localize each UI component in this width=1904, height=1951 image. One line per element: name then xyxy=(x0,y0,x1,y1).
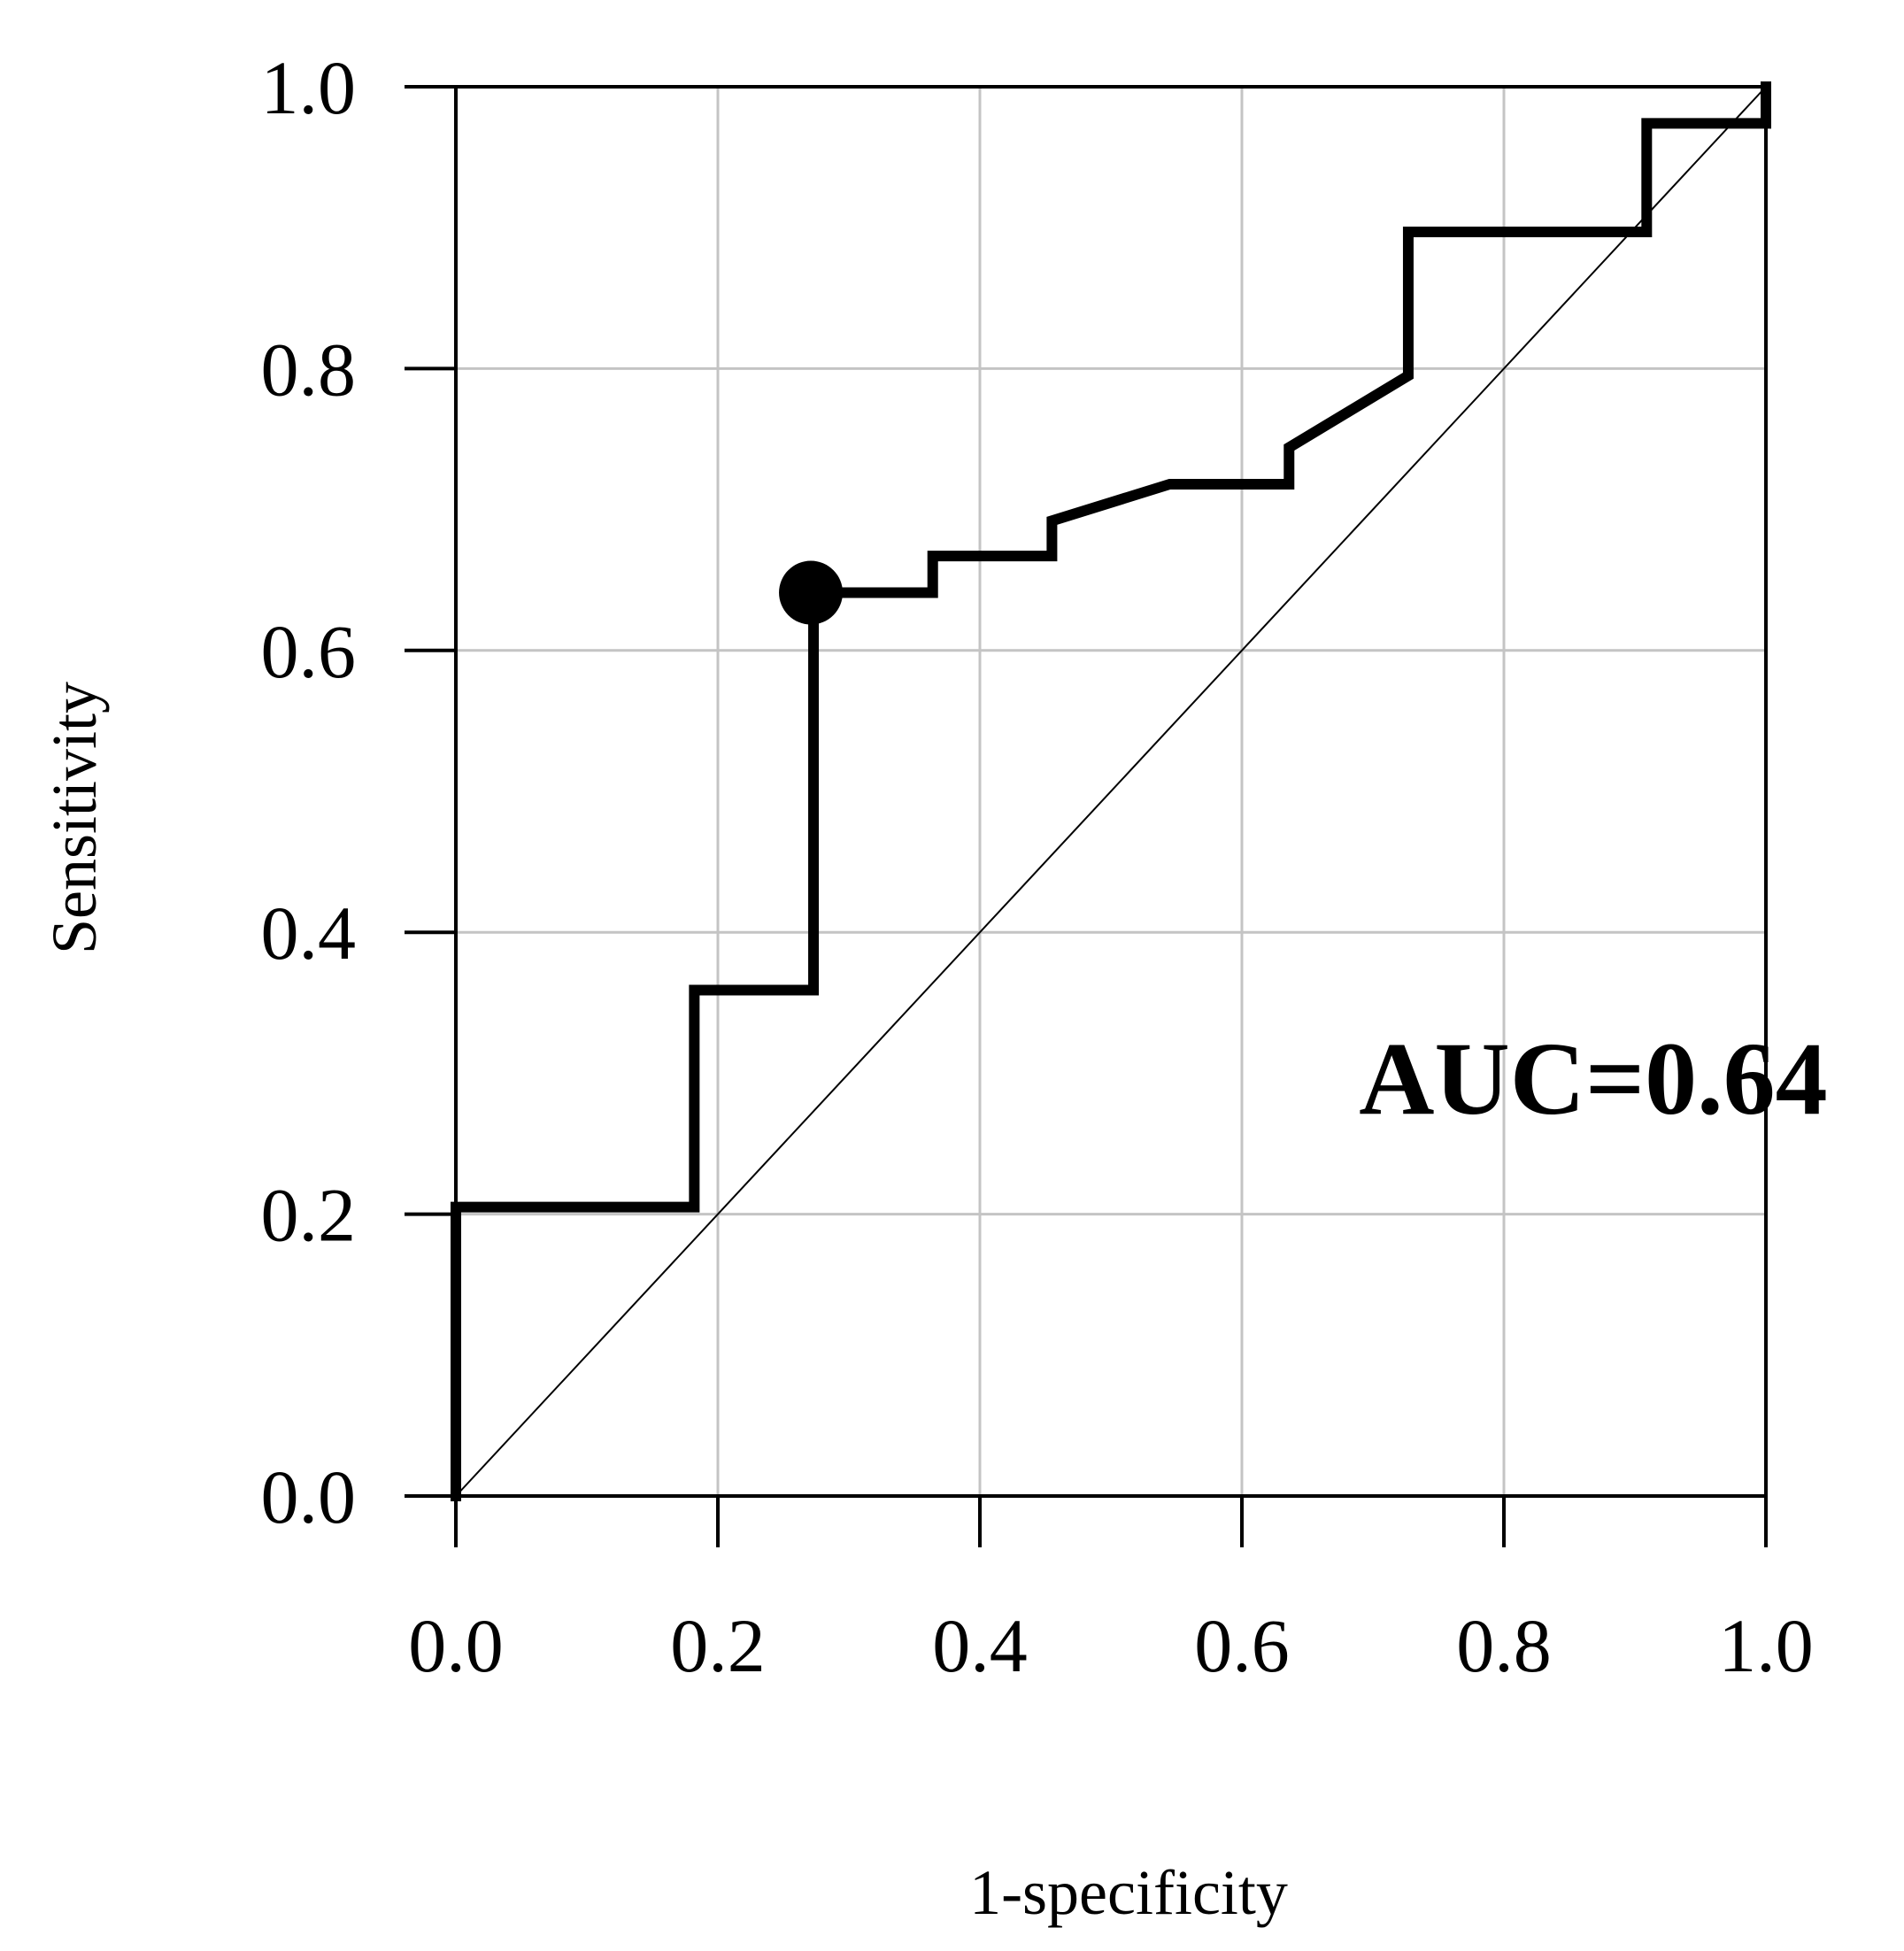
y-tick-label: 1.0 xyxy=(261,45,357,130)
y-tick-label: 0.0 xyxy=(261,1454,357,1539)
x-tick-label: 0.8 xyxy=(1456,1603,1552,1688)
x-tick-label: 0.4 xyxy=(932,1603,1028,1688)
x-tick-label: 0.6 xyxy=(1194,1603,1290,1688)
optimal-cutoff-point xyxy=(779,560,844,625)
x-axis-title: 1-specificity xyxy=(969,1857,1288,1928)
tick-labels: 0.0 0.2 0.4 0.6 0.8 1.0 0.0 0.2 0.4 0.6 0.8 1.0 xyxy=(261,45,1814,1688)
y-tick-label: 0.8 xyxy=(261,327,357,412)
plot-area xyxy=(451,81,1771,1501)
y-axis-title: Sensitivity xyxy=(39,682,110,954)
reference-diagonal-line xyxy=(455,86,1767,1497)
x-tick-label: 0.2 xyxy=(670,1603,766,1688)
auc-annotation: AUC=0.64 xyxy=(1359,1021,1827,1137)
roc-curve-series-0 xyxy=(451,81,1771,1501)
tick-marks xyxy=(405,85,1768,1547)
x-tick-label: 1.0 xyxy=(1718,1603,1814,1688)
y-tick-label: 0.4 xyxy=(261,891,357,976)
x-tick-label: 0.0 xyxy=(408,1603,504,1688)
y-tick-label: 0.2 xyxy=(261,1173,357,1258)
y-tick-label: 0.6 xyxy=(261,609,357,694)
